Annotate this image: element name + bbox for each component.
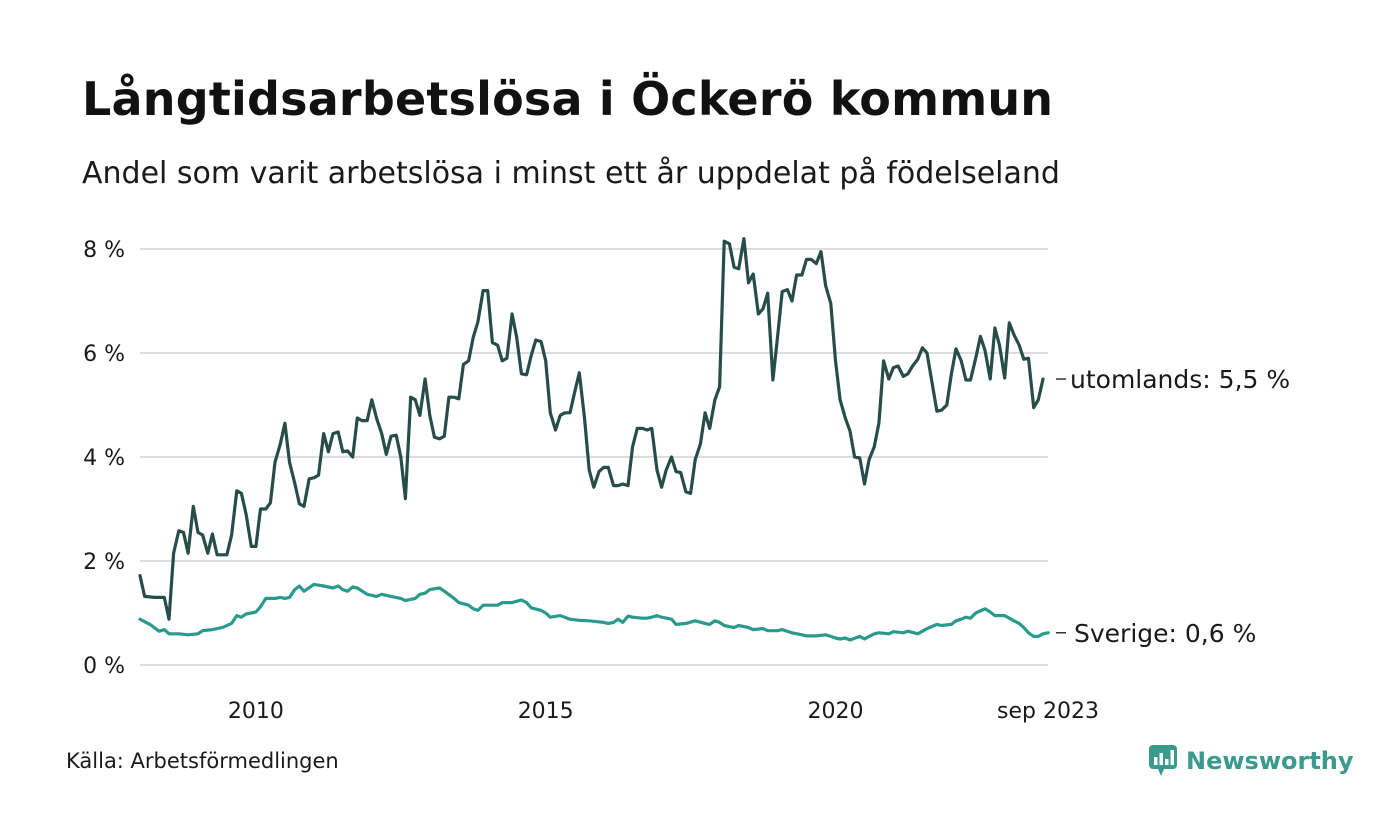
- brand-logo: Newsworthy: [1148, 744, 1354, 778]
- series-line-utomlands: [138, 237, 1045, 621]
- x-axis: 2010 2015 2020 sep 2023: [228, 699, 1099, 724]
- brand-name: Newsworthy: [1186, 747, 1354, 775]
- series-end-labels: utomlands: 5,5 % Sverige: 0,6 %: [1056, 365, 1290, 648]
- x-tick-label: 2020: [807, 699, 863, 724]
- y-axis: 0 % 2 % 4 % 6 % 8 %: [83, 238, 125, 679]
- y-tick-label: 6 %: [83, 342, 125, 367]
- y-tick-label: 0 %: [83, 654, 125, 679]
- end-label-sverige: Sverige: 0,6 %: [1074, 619, 1256, 648]
- grid: [140, 248, 1048, 666]
- series-line-sverige: [138, 582, 1050, 642]
- x-tick-label: 2015: [518, 699, 574, 724]
- chart-subtitle: Andel som varit arbetslösa i minst ett å…: [82, 156, 1060, 191]
- source-note: Källa: Arbetsförmedlingen: [66, 749, 339, 773]
- y-tick-label: 2 %: [83, 550, 125, 575]
- series-lines: [138, 237, 1050, 642]
- x-tick-label: 2010: [228, 699, 284, 724]
- newsworthy-logo-icon: [1149, 745, 1177, 776]
- x-tick-label: sep 2023: [997, 699, 1099, 724]
- end-label-utomlands: utomlands: 5,5 %: [1070, 365, 1290, 394]
- y-tick-label: 4 %: [83, 446, 125, 471]
- y-tick-label: 8 %: [83, 238, 125, 263]
- chart-title: Långtidsarbetslösa i Öckerö kommun: [82, 72, 1054, 126]
